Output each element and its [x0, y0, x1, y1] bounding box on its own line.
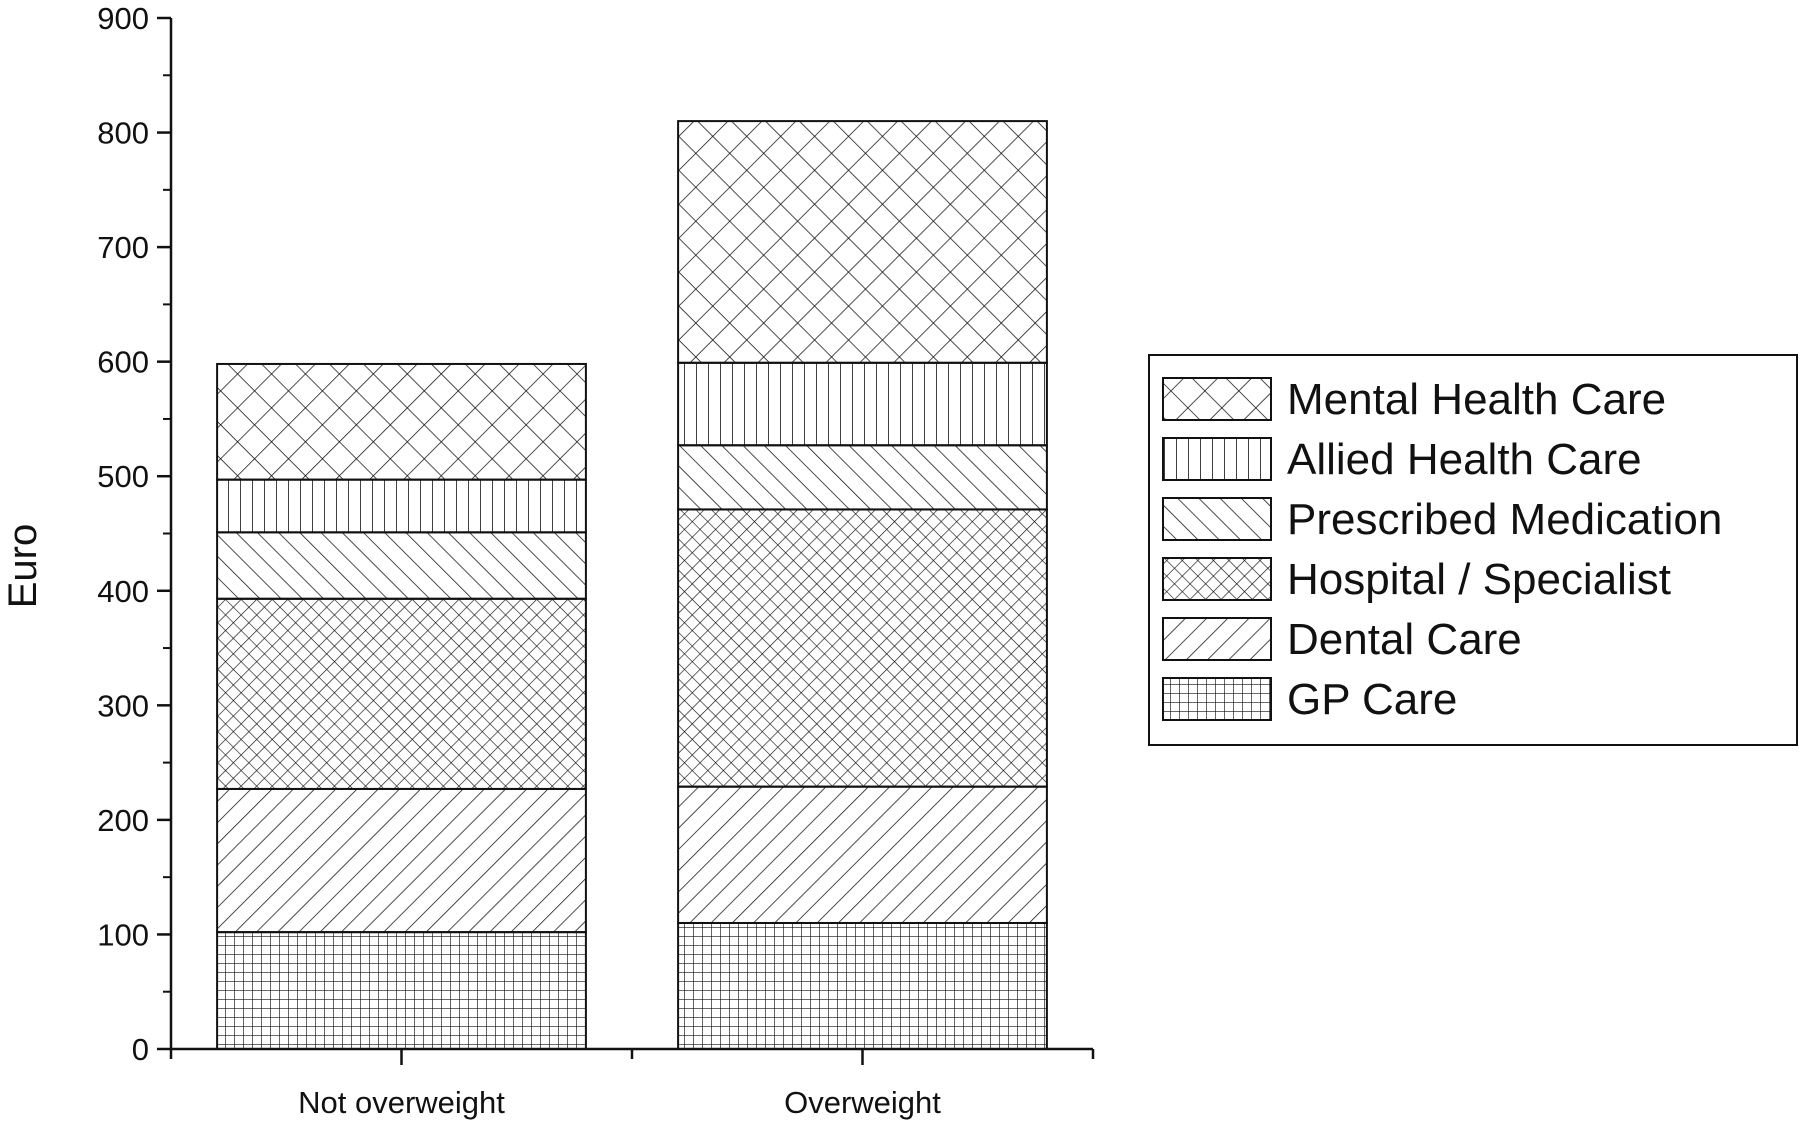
y-tick-label: 600	[97, 345, 149, 380]
bar-segment-not-overweight-mental-health-care	[216, 362, 587, 481]
legend-swatch-gp-care	[1162, 677, 1272, 721]
x-tick-label-not-overweight: Not overweight	[298, 1085, 505, 1120]
y-tick-label: 200	[97, 803, 149, 838]
legend-label-dental-care: Dental Care	[1287, 615, 1522, 664]
y-tick-label: 100	[97, 917, 149, 952]
legend-label-prescribed-medication: Prescribed Medication	[1287, 495, 1722, 544]
y-tick-label: 400	[97, 574, 149, 609]
bar-segment-overweight-prescribed-medication	[677, 444, 1048, 511]
bar-segment-not-overweight-gp-care	[216, 931, 587, 1050]
bar-segment-overweight-gp-care	[677, 921, 1048, 1050]
y-tick-label: 0	[132, 1032, 149, 1067]
bar-segment-overweight-dental-care	[677, 785, 1048, 924]
bar-segment-not-overweight-prescribed-medication	[216, 531, 587, 600]
y-tick-label: 800	[97, 116, 149, 151]
y-tick-label: 500	[97, 459, 149, 494]
bar-segments	[216, 120, 1048, 1050]
y-axis: 0 100 200 300 400 500 600 700 800 900	[97, 1, 173, 1067]
legend-swatch-dental-care	[1162, 617, 1272, 661]
legend-swatch-hospital-specialist	[1162, 557, 1272, 601]
y-axis-title: Euro	[1, 524, 45, 609]
legend-label-hospital-specialist: Hospital / Specialist	[1287, 555, 1671, 604]
bar-segment-not-overweight-dental-care	[216, 787, 587, 934]
bar-segment-overweight-hospital-specialist	[677, 508, 1048, 788]
y-tick-label: 300	[97, 688, 149, 723]
legend-label-gp-care: GP Care	[1287, 675, 1457, 724]
legend: Mental Health Care Allied Health Care Pres…	[1148, 354, 1798, 746]
x-tick-label-overweight: Overweight	[784, 1085, 941, 1120]
bar-segment-not-overweight-allied-health-care	[216, 478, 587, 534]
legend-swatch-prescribed-medication	[1162, 497, 1272, 541]
legend-swatch-allied-health-care	[1162, 437, 1272, 481]
legend-swatch-mental-health-care	[1162, 377, 1272, 421]
legend-label-mental-health-care: Mental Health Care	[1287, 375, 1666, 424]
bar-segment-overweight-mental-health-care	[677, 120, 1048, 364]
x-axis: Not overweight Overweight	[169, 1047, 1095, 1120]
y-tick-label: 900	[97, 1, 149, 36]
bar-segment-not-overweight-hospital-specialist	[216, 597, 587, 790]
bar-segment-overweight-allied-health-care	[677, 361, 1048, 447]
y-tick-label: 700	[97, 230, 149, 265]
legend-label-allied-health-care: Allied Health Care	[1287, 435, 1642, 484]
